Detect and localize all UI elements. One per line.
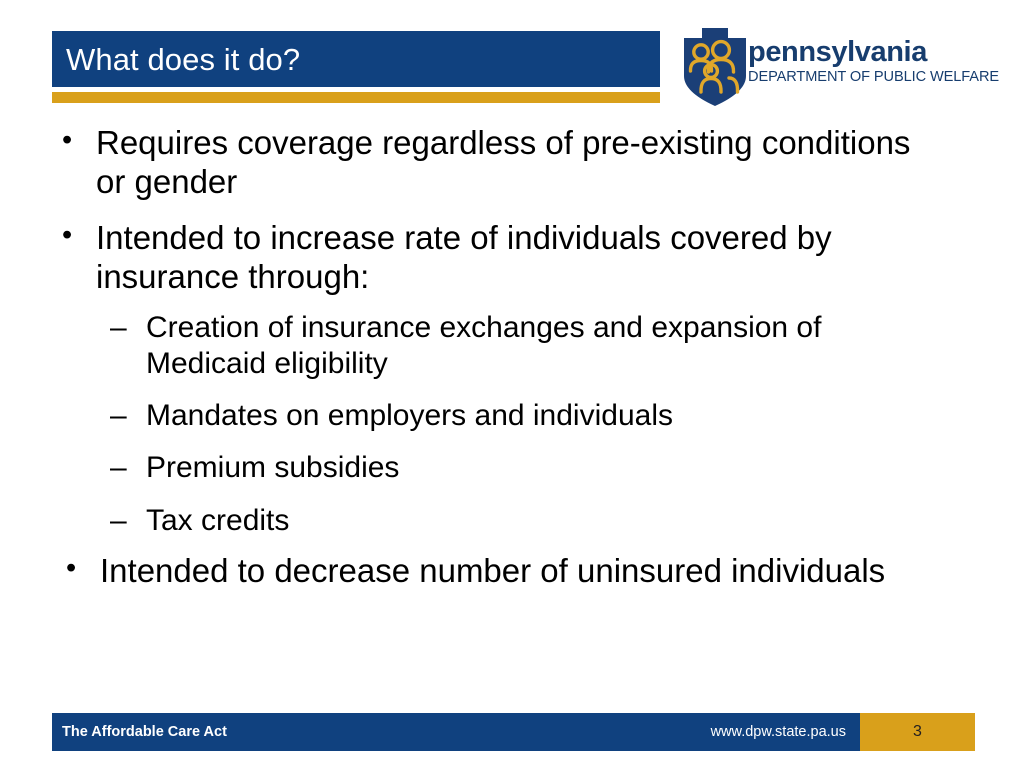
sub-bullet-text: Tax credits	[146, 503, 290, 537]
title-gold-rule	[52, 92, 660, 103]
slide-footer: The Affordable Care Act www.dpw.state.pa…	[52, 713, 975, 751]
logo-name: pennsylvania	[748, 36, 927, 68]
dash-marker: –	[110, 503, 127, 537]
bullet-text: Intended to increase rate of individuals…	[96, 219, 832, 295]
footer-bar: The Affordable Care Act www.dpw.state.pa…	[52, 713, 860, 751]
sub-bullet-item: – Tax credits	[0, 503, 1024, 538]
sub-bullet-text: Mandates on employers and individuals	[146, 398, 673, 432]
page-number: 3	[913, 723, 922, 740]
bullet-marker: •	[62, 124, 73, 156]
bullet-text: Intended to decrease number of uninsured…	[100, 551, 886, 589]
bullet-marker: •	[66, 551, 77, 584]
sub-bullet-item: – Creation of insurance exchanges and ex…	[0, 310, 1024, 380]
footer-deck-title: The Affordable Care Act	[62, 724, 227, 740]
dash-marker: –	[110, 450, 127, 484]
page-number-block: 3	[860, 713, 975, 751]
slide-body: • Requires coverage regardless of pre-ex…	[0, 120, 1024, 700]
dash-marker: –	[110, 311, 127, 345]
title-bar: What does it do?	[52, 31, 660, 87]
page-title: What does it do?	[66, 41, 301, 77]
footer-url[interactable]: www.dpw.state.pa.us	[710, 724, 846, 740]
logo-wordmark: pennsylvania DEPARTMENT OF PUBLIC WELFAR…	[748, 36, 1000, 85]
sub-bullet-text: Creation of insurance exchanges and expa…	[146, 311, 822, 380]
sub-bullet-text: Premium subsidies	[146, 450, 400, 484]
dash-marker: –	[110, 398, 127, 432]
bullet-item: • Intended to increase rate of individua…	[0, 219, 1024, 296]
sub-bullet-item: – Premium subsidies	[0, 450, 1024, 485]
sub-bullet-item: – Mandates on employers and individuals	[0, 398, 1024, 433]
bullet-item: • Intended to decrease number of uninsur…	[0, 552, 1024, 591]
pa-keystone-family-icon	[676, 26, 754, 108]
slide-header: What does it do? pennsylvania DEPARTMENT…	[0, 0, 1024, 118]
bullet-item: • Requires coverage regardless of pre-ex…	[0, 124, 1024, 201]
pennsylvania-dpw-logo: pennsylvania DEPARTMENT OF PUBLIC WELFAR…	[676, 24, 1000, 108]
bullet-marker: •	[62, 219, 73, 252]
bullet-text: Requires coverage regardless of pre-exis…	[96, 124, 911, 200]
logo-subtitle: DEPARTMENT OF PUBLIC WELFARE	[748, 68, 1000, 85]
